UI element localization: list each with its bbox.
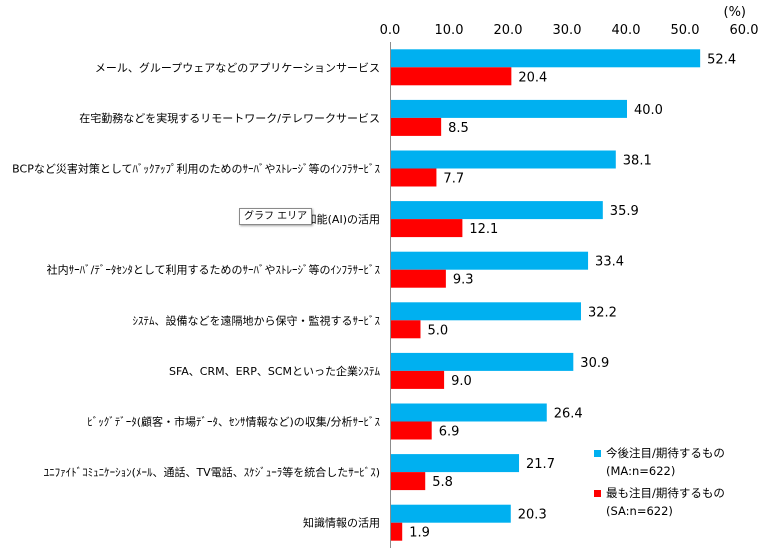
x-tick-label: 10.0 bbox=[435, 23, 464, 38]
legend-label: 最も注目/期待するもの bbox=[606, 486, 725, 500]
bar-upcoming bbox=[391, 504, 511, 523]
bar-most bbox=[391, 219, 463, 238]
value-label-upcoming: 32.2 bbox=[588, 305, 617, 320]
value-label-upcoming: 40.0 bbox=[634, 103, 663, 118]
category-labels: メール、グループウェアなどのアプリケーションサービス在宅勤務などを実現するリモー… bbox=[12, 60, 380, 529]
value-label-upcoming: 20.3 bbox=[518, 508, 547, 523]
x-tick-label: 20.0 bbox=[494, 23, 523, 38]
x-tick-label: 0.0 bbox=[380, 23, 401, 38]
category-label: ﾕﾆﾌｧｲﾄﾞｺﾐｭﾆｹｰｼｮﾝ(ﾒｰﾙ、通話、TV電話、ｽｹｼﾞｭｰﾗ等を統合… bbox=[44, 465, 380, 479]
x-tick-label: 40.0 bbox=[612, 23, 641, 38]
category-label: ｼｽﾃﾑ、設備などを遠隔地から保守・監視するｻｰﾋﾞｽ bbox=[133, 313, 381, 327]
bar-most bbox=[391, 117, 442, 136]
bar-most bbox=[391, 370, 445, 389]
x-tick-label: 60.0 bbox=[730, 23, 759, 38]
value-label-most: 6.9 bbox=[439, 425, 460, 440]
bar-most bbox=[391, 168, 437, 187]
bar-most bbox=[391, 472, 426, 491]
value-label-upcoming: 21.7 bbox=[526, 457, 555, 472]
bar-upcoming bbox=[391, 150, 616, 169]
category-label: 在宅勤務などを実現するリモートワーク/テレワークサービス bbox=[79, 111, 380, 125]
category-label: BCPなど災害対策としてﾊﾞｯｸｱｯﾌﾟ利用のためのｻｰﾊﾞやｽﾄﾚｰｼﾞ等のｲ… bbox=[12, 162, 380, 176]
x-tick-label: 50.0 bbox=[671, 23, 700, 38]
value-label-most: 5.8 bbox=[432, 475, 453, 490]
value-label-most: 8.5 bbox=[448, 121, 469, 136]
bar-most bbox=[391, 269, 446, 288]
category-label: 社内ｻｰﾊﾞ/ﾃﾞｰﾀｾﾝﾀとして利用するためのｻｰﾊﾞやｽﾄﾚｰｼﾞ等のｲﾝﾌ… bbox=[47, 263, 381, 277]
bar-upcoming bbox=[391, 49, 701, 68]
bar-upcoming bbox=[391, 99, 627, 118]
value-label-upcoming: 33.4 bbox=[595, 255, 624, 270]
legend-label: 今後注目/期待するもの bbox=[606, 446, 725, 460]
value-label-upcoming: 35.9 bbox=[610, 204, 639, 219]
legend-sublabel: (MA:n=622) bbox=[606, 464, 675, 478]
category-label: 知識情報の活用 bbox=[303, 516, 380, 530]
chart-area-tooltip: グラフ エリア bbox=[239, 208, 313, 225]
value-label-most: 7.7 bbox=[443, 172, 464, 187]
category-label: メール、グループウェアなどのアプリケーションサービス bbox=[95, 60, 380, 74]
bar-upcoming bbox=[391, 352, 574, 371]
x-tick-label: 30.0 bbox=[553, 23, 582, 38]
bar-most bbox=[391, 320, 421, 339]
legend: 今後注目/期待するもの (MA:n=622) 最も注目/期待するもの (SA:n=62… bbox=[594, 446, 725, 518]
value-label-upcoming: 26.4 bbox=[554, 407, 583, 422]
bar-most bbox=[391, 421, 432, 440]
bar-upcoming bbox=[391, 201, 603, 220]
value-label-most: 9.0 bbox=[451, 374, 472, 389]
legend-sublabel: (SA:n=622) bbox=[606, 504, 673, 518]
bar-upcoming bbox=[391, 403, 547, 422]
bar-upcoming bbox=[391, 302, 581, 321]
bar-most bbox=[391, 522, 403, 541]
legend-swatch bbox=[594, 490, 601, 497]
legend-swatch bbox=[594, 450, 601, 457]
value-label-most: 5.0 bbox=[428, 323, 449, 338]
value-label-upcoming: 52.4 bbox=[707, 52, 736, 67]
value-label-most: 20.4 bbox=[518, 70, 547, 85]
value-label-most: 1.9 bbox=[409, 526, 430, 541]
bar-most bbox=[391, 67, 512, 86]
category-label: SFA、CRM、ERP、SCMといった企業ｼｽﾃﾑ bbox=[169, 364, 381, 378]
bars: 52.4 20.4 40.0 8.5 38.1 7.7 35.9 12.1 33.4 9.3 32.… bbox=[391, 49, 736, 541]
category-label: ﾋﾞｯｸﾞﾃﾞｰﾀ(顧客・市場ﾃﾞｰﾀ、ｾﾝｻ情報など)の収集/分析ｻｰﾋﾞｽ bbox=[87, 415, 380, 429]
bar-upcoming bbox=[391, 454, 520, 473]
value-label-most: 12.1 bbox=[469, 222, 498, 237]
value-label-upcoming: 38.1 bbox=[623, 154, 652, 169]
bar-upcoming bbox=[391, 251, 589, 270]
axis-layer: 0.0 10.0 20.0 30.0 40.0 50.0 60.0 (%) bbox=[380, 5, 759, 548]
value-label-most: 9.3 bbox=[453, 273, 474, 288]
value-label-upcoming: 30.9 bbox=[580, 356, 609, 371]
unit-label: (%) bbox=[724, 5, 747, 20]
